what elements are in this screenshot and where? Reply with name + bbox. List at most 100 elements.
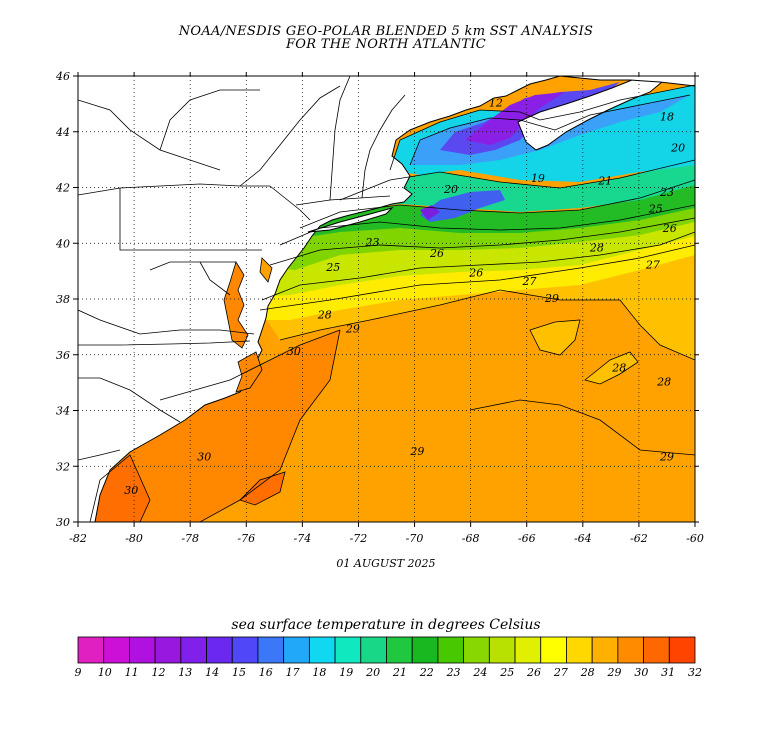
- colorbar-label: 28: [580, 666, 595, 679]
- contour-label: 30: [197, 451, 211, 464]
- colorbar-cell: [360, 636, 387, 664]
- contour-label: 26: [468, 267, 483, 280]
- colorbar-cell: [386, 636, 413, 664]
- colorbar-cell: [129, 636, 156, 664]
- band-gulf-cold: [420, 205, 440, 220]
- contour-labels: 30 30 30 28 29 25 23 26 26 27 29 28 27 26 28 28 29 29 20 19…: [124, 97, 685, 497]
- y-tick-label: 40: [55, 237, 70, 250]
- colorbar-label: 32: [688, 666, 702, 679]
- colorbar-label: 15: [232, 666, 246, 679]
- x-tick-label: -72: [350, 532, 368, 545]
- x-tick-label: -78: [181, 532, 199, 545]
- band-31-coastal: [90, 455, 150, 522]
- colorbar-label: 9: [75, 666, 82, 679]
- band-24-25: [278, 205, 695, 270]
- colorbar-cell: [566, 636, 593, 664]
- contour-label: 28: [611, 361, 626, 374]
- colorbar-cell: [591, 636, 619, 664]
- analysis-date: 01 AUGUST 2025: [336, 557, 436, 570]
- contour-lines: [89, 84, 695, 522]
- x-tick-label: -74: [294, 532, 312, 545]
- colorbar-label: 21: [392, 666, 407, 679]
- band-27: [262, 232, 695, 320]
- y-tick-label: 38: [56, 293, 70, 306]
- colorbar-cell: [668, 636, 696, 664]
- colorbar-cell: [77, 636, 105, 664]
- patch-28-central: [530, 320, 580, 355]
- colorbar-label: 10: [98, 666, 112, 679]
- x-tick-label: -82: [69, 532, 87, 545]
- colorbar-cell: [308, 636, 336, 664]
- colorbar-cell: [540, 636, 567, 664]
- colorbar-cell: [334, 636, 362, 664]
- colorbar-label: 20: [365, 666, 380, 679]
- colorbar-label: 27: [553, 666, 568, 679]
- y-tick-label: 32: [56, 460, 70, 473]
- band-20-21: [340, 160, 695, 212]
- map-title-line2: FOR THE NORTH ATLANTIC: [285, 37, 487, 52]
- north-land: [559, 76, 695, 87]
- y-tick-label: 46: [55, 70, 70, 83]
- x-axis-labels: -82 -80 -78 -76 -74 -72 -70 -68 -66 -64 -62 -60: [69, 532, 704, 545]
- x-tick-label: -62: [630, 532, 648, 545]
- colorbar-label: 30: [634, 666, 648, 679]
- patch-28-east: [585, 352, 638, 384]
- y-tick-label: 30: [56, 516, 70, 529]
- colorbar-label: 11: [125, 666, 139, 679]
- x-tick-label: -70: [406, 532, 424, 545]
- sst-field: [78, 76, 695, 522]
- y-tick-label: 42: [55, 182, 70, 195]
- colorbar-label: 22: [419, 666, 434, 679]
- contour-label: 30: [124, 484, 138, 497]
- contour-label: 26: [662, 222, 677, 235]
- colorbar-label: 29: [607, 666, 622, 679]
- x-tick-label: -64: [574, 532, 592, 545]
- colorbar-cell: [180, 636, 207, 664]
- contour-label: 23: [659, 186, 674, 199]
- contour-label: 12: [489, 97, 503, 110]
- x-tick-label: -68: [462, 532, 480, 545]
- contour-label: 21: [597, 175, 612, 188]
- colorbar-label: 31: [661, 666, 675, 679]
- colorbar-label: 24: [472, 666, 487, 679]
- colorbar-cell: [154, 636, 182, 664]
- colorbar-title: sea surface temperature in degrees Celsi…: [231, 617, 541, 633]
- y-axis-labels: 30 32 34 36 38 40 42 44 46: [55, 70, 70, 529]
- colorbar-cell: [463, 636, 490, 664]
- contour-label: 18: [660, 111, 674, 124]
- colorbar-cell: [643, 636, 670, 664]
- colorbar-labels: 9 10 11 12 13 14 15 16 17 18 19 20 21 22 23 24 25 26 27 28 2…: [75, 666, 703, 679]
- colorbar-label: 13: [178, 666, 192, 679]
- colorbar-label: 23: [446, 666, 461, 679]
- contour-label: 19: [531, 172, 545, 185]
- contour-label: 27: [645, 258, 660, 271]
- colorbar-cell: [514, 636, 542, 664]
- colorbar-label: 14: [205, 666, 219, 679]
- colorbar-cell: [283, 636, 310, 664]
- band-cold-shelf: [420, 190, 505, 222]
- colorbar-cell: [103, 636, 130, 664]
- contour-label: 25: [648, 203, 663, 216]
- contour-label: 28: [589, 242, 604, 255]
- colorbar-cell: [257, 636, 285, 664]
- colorbar-cell: [488, 636, 516, 664]
- contour-label: 29: [544, 292, 559, 305]
- colorbar-cell: [206, 636, 233, 664]
- colorbar-cell: [437, 636, 465, 664]
- contour-label: 29: [659, 451, 674, 464]
- pamlico-sound: [235, 351, 263, 393]
- colorbar-label: 12: [151, 666, 165, 679]
- colorbar-cell: [231, 636, 259, 664]
- contour-label: 28: [656, 375, 671, 388]
- x-tick-label: -60: [686, 532, 704, 545]
- map-title-line1: NOAA/NESDIS GEO-POLAR BLENDED 5 km SST A…: [178, 24, 594, 39]
- long-island: [307, 207, 394, 233]
- colorbar: [77, 636, 696, 664]
- colorbar-label: 25: [499, 666, 514, 679]
- grid-lines: [78, 76, 695, 522]
- x-tick-label: -76: [237, 532, 255, 545]
- band-31-patch: [240, 472, 285, 505]
- contour-label: 29: [345, 322, 360, 335]
- colorbar-label: 17: [286, 666, 300, 679]
